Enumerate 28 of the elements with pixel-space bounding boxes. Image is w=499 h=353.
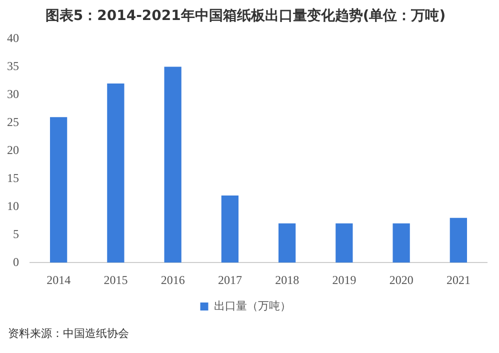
- chart-title: 图表5：2014-2021年中国箱纸板出口量变化趋势(单位：万吨): [45, 7, 446, 24]
- x-tick-label: 2018: [275, 272, 300, 287]
- x-tick-label: 2017: [218, 272, 242, 287]
- x-tick-label: 2015: [104, 272, 128, 287]
- y-tick-label: 40: [7, 30, 19, 45]
- x-tick-label: 2021: [446, 272, 470, 287]
- bar: [278, 223, 296, 263]
- x-tick-label: 2020: [389, 272, 414, 287]
- y-tick-label: 10: [7, 198, 19, 213]
- bar: [50, 117, 68, 263]
- bar: [107, 84, 124, 263]
- legend-label: 出口量（万吨）: [214, 300, 291, 313]
- bar: [450, 218, 468, 263]
- x-tick-label: 2016: [160, 272, 185, 287]
- y-tick-label: 20: [7, 142, 19, 157]
- y-tick-label: 25: [7, 114, 19, 129]
- y-tick-label: 35: [7, 58, 19, 73]
- bar: [164, 66, 182, 263]
- y-tick-label: 0: [13, 254, 19, 269]
- x-tick-label: 2014: [46, 272, 71, 287]
- text: 资料来源：中国造纸协会: [8, 326, 129, 341]
- bar: [392, 223, 410, 263]
- x-tick-label: 2019: [332, 272, 356, 287]
- bar: [221, 195, 239, 263]
- y-tick-label: 30: [7, 86, 19, 101]
- y-tick-label: 15: [7, 170, 19, 185]
- y-tick-label: 5: [13, 226, 19, 241]
- bar: [336, 223, 353, 263]
